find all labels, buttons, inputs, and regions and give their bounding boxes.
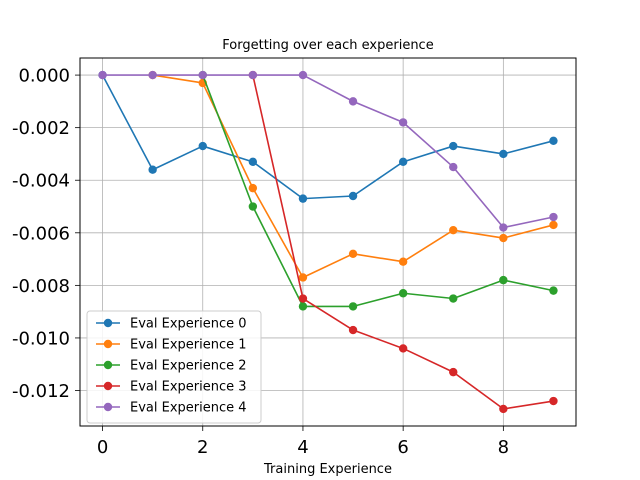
series-line <box>102 74 554 229</box>
y-tick-label: -0.004 <box>12 171 70 192</box>
data-point <box>248 70 258 80</box>
data-point <box>298 302 308 311</box>
series-line <box>101 74 554 200</box>
data-point <box>298 273 308 282</box>
x-tick-label: 0 <box>97 437 108 458</box>
data-point <box>348 249 358 259</box>
y-tick-label: -0.012 <box>12 381 70 402</box>
legend-entry: Eval Experience 2 <box>96 359 247 374</box>
legend-label: Eval Experience 2 <box>130 359 247 374</box>
series-4 <box>98 70 558 232</box>
data-point <box>449 367 458 377</box>
data-point <box>499 275 508 285</box>
data-point <box>499 149 508 159</box>
legend-marker <box>103 402 113 412</box>
legend-marker <box>103 339 113 349</box>
legend-label: Eval Experience 4 <box>130 401 247 416</box>
data-point <box>348 191 358 201</box>
y-tick-label: -0.002 <box>12 118 70 139</box>
y-tick-label: -0.006 <box>12 223 70 244</box>
data-point <box>549 396 558 406</box>
data-point <box>499 223 508 232</box>
data-point <box>499 233 508 243</box>
legend-marker <box>103 318 113 328</box>
data-point <box>148 165 157 174</box>
legend-box <box>86 310 262 424</box>
x-tick-label: 8 <box>498 437 509 458</box>
legend-entry: Eval Experience 0 <box>96 317 247 332</box>
data-point <box>398 257 408 266</box>
data-point <box>398 157 408 167</box>
data-point <box>449 141 458 151</box>
data-point <box>449 294 458 303</box>
data-point <box>198 141 207 151</box>
data-point <box>248 183 258 193</box>
data-point <box>549 212 558 222</box>
data-point <box>348 325 358 335</box>
series-line <box>201 74 554 308</box>
x-axis: 0 2 4 6 8 <box>97 426 509 458</box>
data-point <box>298 294 308 303</box>
series-layer <box>98 70 558 414</box>
legend: Eval Experience 0 Eval Experience 1 Eval E… <box>86 310 262 424</box>
data-point <box>449 225 458 235</box>
data-point <box>298 70 308 80</box>
data-point <box>549 220 558 230</box>
data-point <box>549 136 558 145</box>
data-point <box>148 70 157 80</box>
y-tick-label: -0.008 <box>12 276 70 297</box>
legend-marker <box>103 360 113 370</box>
y-tick-label: 0.000 <box>18 66 70 87</box>
data-point <box>198 70 207 80</box>
data-point <box>398 289 408 298</box>
data-point <box>98 70 107 80</box>
data-point <box>398 344 408 353</box>
data-point <box>348 302 358 311</box>
legend-label: Eval Experience 3 <box>130 380 247 395</box>
data-point <box>398 118 408 127</box>
plot-frame <box>79 57 577 427</box>
x-tick-label: 6 <box>397 437 408 458</box>
x-tick-label: 2 <box>197 437 208 458</box>
y-tick-label: -0.010 <box>12 328 70 349</box>
legend-entry: Eval Experience 4 <box>96 401 247 416</box>
data-point <box>499 404 508 414</box>
legend-label: Eval Experience 0 <box>130 317 247 332</box>
data-point <box>449 162 458 172</box>
legend-label: Eval Experience 1 <box>130 338 247 353</box>
legend-entry: Eval Experience 3 <box>96 380 247 395</box>
chart-title: Forgetting over each experience <box>222 38 433 53</box>
data-point <box>549 286 558 295</box>
data-point <box>248 157 258 167</box>
series-0 <box>98 70 558 203</box>
y-axis: 0.000 -0.002 -0.004 -0.006 -0.008 -0.010 -0.01… <box>12 66 80 402</box>
legend-marker <box>103 381 113 391</box>
x-tick-label: 4 <box>297 437 308 458</box>
data-point <box>248 202 258 211</box>
legend-entry: Eval Experience 1 <box>96 338 247 353</box>
x-axis-label: Training Experience <box>263 462 392 477</box>
data-point <box>348 97 358 106</box>
data-point <box>298 194 308 203</box>
